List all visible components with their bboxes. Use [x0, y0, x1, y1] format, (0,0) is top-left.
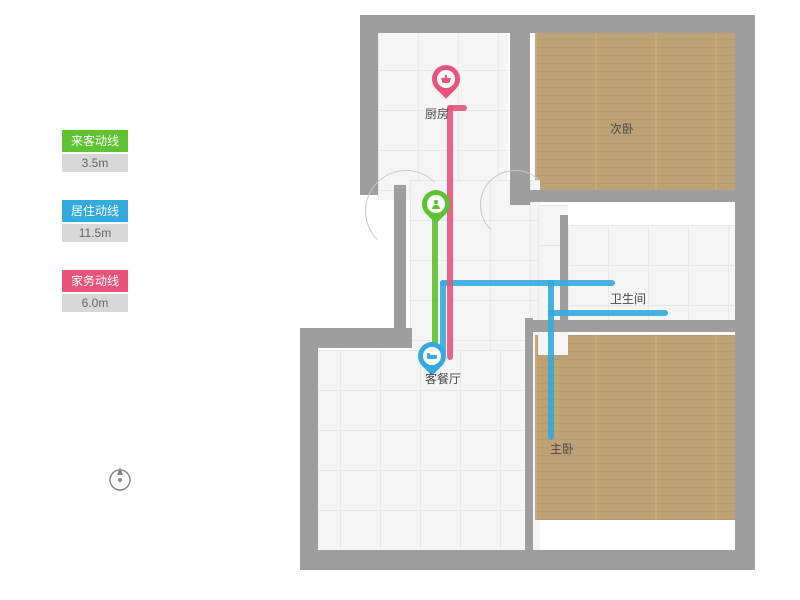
- path-green-seg-0: [432, 215, 438, 360]
- wall-3: [300, 328, 318, 553]
- path-pink-seg-1: [447, 105, 467, 111]
- path-blue-seg-2: [548, 280, 554, 440]
- path-blue-seg-0: [440, 280, 615, 286]
- legend-value: 6.0m: [62, 294, 128, 312]
- wall-8: [525, 320, 739, 332]
- legend-value: 3.5m: [62, 154, 128, 172]
- compass-icon: [105, 465, 135, 495]
- legend: 来客动线 3.5m 居住动线 11.5m 家务动线 6.0m: [62, 130, 128, 340]
- wall-10: [525, 318, 533, 556]
- legend-value: 11.5m: [62, 224, 128, 242]
- room-bathroom: [568, 225, 736, 323]
- room-label-secondbed: 次卧: [610, 120, 634, 137]
- room-label-living: 客餐厅: [425, 370, 461, 387]
- wall-1: [360, 15, 378, 195]
- room-label-bathroom: 卫生间: [610, 290, 646, 307]
- floorplan: 厨房次卧客餐厅 卫生间主卧: [300, 10, 770, 570]
- legend-label: 来客动线: [62, 130, 128, 152]
- wall-9: [560, 215, 568, 321]
- legend-item-guest: 来客动线 3.5m: [62, 130, 128, 172]
- wall-0: [360, 15, 740, 33]
- path-blue-seg-4: [548, 310, 668, 316]
- room-label-kitchen: 厨房: [425, 105, 449, 122]
- legend-item-chore: 家务动线 6.0m: [62, 270, 128, 312]
- room-label-masterbed: 主卧: [550, 440, 574, 457]
- legend-label: 家务动线: [62, 270, 128, 292]
- wall-5: [735, 15, 755, 565]
- room-secondbed: [535, 20, 735, 200]
- legend-label: 居住动线: [62, 200, 128, 222]
- path-pink-seg-0: [447, 105, 453, 360]
- legend-item-living: 居住动线 11.5m: [62, 200, 128, 242]
- wall-7: [525, 190, 739, 202]
- room-masterbed: [535, 335, 735, 520]
- room-living_lower: [300, 350, 540, 550]
